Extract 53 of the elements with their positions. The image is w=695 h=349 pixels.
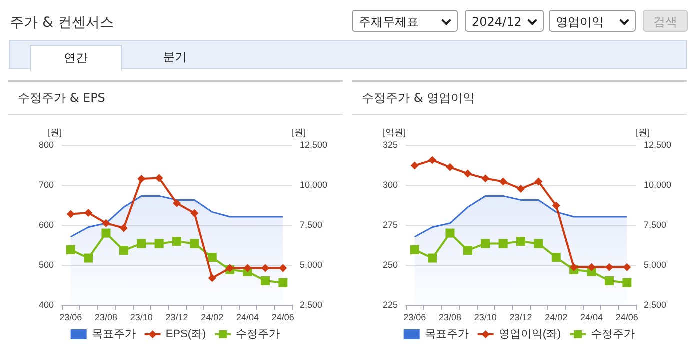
x-tick-label: 23/06: [404, 312, 426, 322]
legend-label: 목표주가: [424, 328, 469, 340]
y-tick-label: 800: [38, 140, 54, 150]
y2-tick-label: 2,500: [300, 300, 323, 310]
x-tick-label: 24/02: [545, 312, 568, 322]
y-tick-label: 300: [382, 180, 398, 190]
x-tick-label: 23/10: [474, 312, 497, 322]
x-tick-label: 24/04: [236, 312, 260, 322]
text: 분기: [162, 49, 188, 66]
chart-title: 수정주가 & EPS: [8, 82, 343, 115]
y-tick-label: 600: [38, 220, 54, 230]
x-tick-label: 23/08: [94, 312, 118, 322]
y-axis-title: [억원]: [382, 128, 406, 138]
y2-tick-label: 12,500: [300, 140, 328, 150]
y-tick-label: 500: [38, 260, 54, 270]
text: 영업이익: [549, 10, 636, 32]
legend-label: 목표주가: [92, 328, 136, 340]
x-tick-label: 23/06: [60, 312, 82, 322]
y2-tick-label: 12,500: [644, 140, 672, 150]
chart-title: 수정주가 & 영업이익: [352, 82, 687, 115]
text: 연간: [30, 45, 122, 71]
y-tick-label: 225: [382, 300, 398, 310]
y2-tick-label: 2,500: [644, 300, 667, 310]
x-tick-label: 24/06: [272, 312, 294, 322]
y2-tick-label: 10,000: [300, 180, 328, 190]
text: 검색: [643, 10, 688, 32]
x-tick-label: 23/12: [166, 312, 188, 322]
text: 주가 & 컨센서스: [10, 14, 114, 32]
legend-label: 수정주가: [591, 328, 636, 340]
y2-tick-label: 5,000: [644, 260, 667, 270]
x-tick-label: 24/04: [580, 312, 604, 322]
y2-tick-label: 5,000: [300, 260, 323, 270]
x-tick-label: 23/10: [130, 312, 153, 322]
y-tick-label: 325: [382, 140, 398, 150]
y2-tick-label: 10,000: [644, 180, 672, 190]
legend-label: EPS(좌): [166, 328, 206, 340]
x-tick-label: 24/02: [201, 312, 224, 322]
y-tick-label: 400: [38, 300, 54, 310]
x-tick-label: 23/08: [438, 312, 462, 322]
x-tick-label: 23/12: [510, 312, 532, 322]
x-tick-label: 24/06: [616, 312, 638, 322]
y-tick-label: 250: [382, 260, 398, 270]
y2-axis-title: [원]: [636, 128, 650, 138]
legend-label: 수정주가: [236, 328, 280, 340]
y-axis-title: [원]: [48, 128, 62, 138]
text: 주재무제표: [352, 10, 458, 32]
text: 2024/12: [465, 10, 544, 32]
legend-label: 영업이익(좌): [498, 328, 562, 340]
y-tick-label: 275: [382, 220, 398, 230]
y2-axis-title: [원]: [292, 128, 306, 138]
y2-tick-label: 7,500: [644, 220, 667, 230]
y2-tick-label: 7,500: [300, 220, 323, 230]
y-tick-label: 700: [38, 180, 54, 190]
